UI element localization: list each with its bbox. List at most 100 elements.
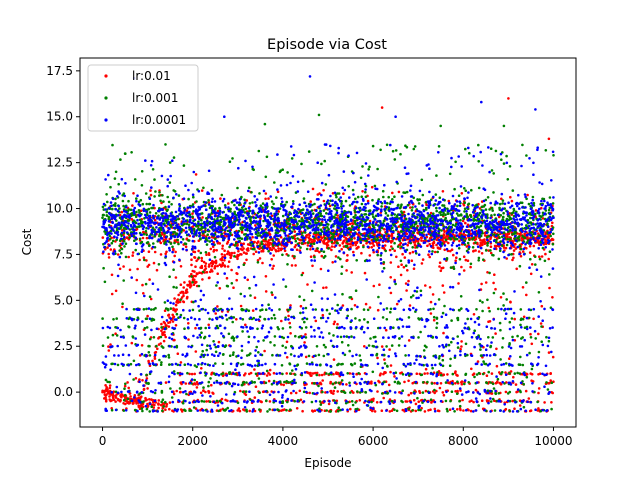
data-point (461, 219, 465, 223)
data-point (218, 287, 222, 290)
data-point (293, 255, 296, 258)
data-point (547, 137, 551, 141)
data-point (454, 382, 457, 385)
data-point (437, 298, 441, 301)
data-point (388, 248, 392, 252)
data-point (499, 240, 503, 243)
data-point (439, 373, 443, 377)
data-point (332, 334, 335, 337)
data-point (446, 409, 449, 413)
data-point (532, 317, 535, 321)
data-point (264, 175, 268, 179)
data-point (208, 317, 211, 321)
data-point (435, 321, 439, 325)
data-point (484, 281, 488, 284)
data-point (494, 332, 497, 335)
data-point (547, 208, 551, 212)
data-point (380, 226, 384, 230)
data-point (385, 345, 388, 348)
data-point (255, 345, 258, 349)
data-point (207, 380, 211, 384)
data-point (210, 383, 213, 387)
data-point (248, 409, 251, 413)
data-point (264, 237, 267, 241)
data-point (391, 191, 394, 195)
data-point (492, 191, 495, 194)
data-point (240, 349, 244, 352)
data-point (393, 408, 396, 412)
data-point (242, 263, 246, 267)
data-point (438, 386, 442, 390)
data-point (201, 234, 205, 237)
data-point (306, 371, 310, 375)
data-point (256, 261, 260, 264)
data-point (270, 258, 274, 261)
data-point (236, 255, 240, 258)
data-point (345, 244, 349, 248)
data-point (272, 254, 276, 257)
data-point (147, 207, 151, 211)
data-point (514, 242, 517, 246)
data-point (301, 409, 304, 413)
data-point (111, 333, 115, 337)
data-point (123, 384, 127, 388)
data-point (524, 389, 528, 393)
data-point (113, 177, 117, 180)
data-point (271, 353, 274, 357)
data-point (376, 390, 379, 393)
data-point (428, 242, 432, 246)
data-point (453, 187, 456, 191)
data-point (396, 245, 400, 248)
data-point (431, 366, 434, 370)
data-point (106, 200, 109, 204)
data-point (216, 326, 220, 330)
data-point (233, 203, 236, 207)
data-point (511, 258, 514, 262)
data-point (258, 391, 261, 395)
data-point (204, 390, 207, 394)
data-point (528, 409, 532, 413)
data-point (111, 362, 114, 366)
data-point (346, 233, 349, 237)
data-point (550, 381, 554, 385)
data-point (320, 254, 324, 258)
data-point (502, 162, 506, 165)
data-point (268, 400, 272, 403)
data-point (212, 250, 215, 253)
data-point (194, 326, 197, 330)
data-point (241, 390, 245, 394)
data-point (225, 242, 229, 245)
data-point (220, 265, 223, 268)
data-point (414, 402, 418, 406)
data-point (225, 318, 229, 321)
data-point (180, 290, 184, 294)
data-point (158, 194, 161, 197)
data-point (293, 373, 297, 376)
data-point (348, 242, 352, 246)
data-point (479, 348, 482, 351)
data-point (155, 268, 159, 272)
data-point (190, 272, 193, 276)
data-point (345, 335, 349, 338)
data-point (336, 322, 339, 326)
data-point (536, 400, 539, 404)
data-point (291, 369, 294, 372)
data-point (509, 237, 512, 241)
data-point (257, 377, 261, 380)
data-point (348, 349, 352, 353)
data-point (389, 310, 392, 314)
data-point (438, 265, 441, 268)
data-point (391, 198, 394, 201)
data-point (385, 318, 389, 321)
data-point (263, 317, 266, 321)
data-point (493, 244, 497, 248)
data-point (114, 197, 117, 201)
data-point (470, 367, 473, 371)
data-point (406, 269, 409, 272)
data-point (419, 408, 422, 412)
data-point (239, 389, 242, 393)
data-point (271, 239, 275, 242)
data-point (216, 305, 219, 308)
data-point (440, 229, 443, 232)
